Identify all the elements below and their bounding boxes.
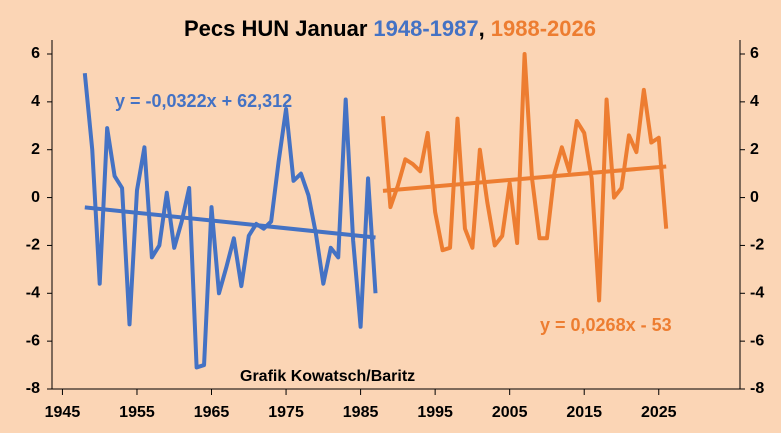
x-tick-label: 2005 bbox=[492, 404, 528, 421]
y2-tick-label: 6 bbox=[750, 45, 759, 62]
data-line bbox=[82, 72, 378, 370]
y2-tick-label: -6 bbox=[750, 332, 764, 349]
title-part: 1948-1987 bbox=[373, 16, 478, 41]
y2-tick-label: 4 bbox=[750, 93, 759, 110]
x-tick-label: 1975 bbox=[268, 404, 304, 421]
y-tick-label: 4 bbox=[31, 93, 40, 110]
y2-tick-label: 2 bbox=[750, 141, 759, 158]
annotation: Grafik Kowatsch/Baritz bbox=[240, 368, 415, 385]
title-part: 1988-2026 bbox=[491, 16, 596, 41]
x-tick-label: 1985 bbox=[343, 404, 379, 421]
x-tick-label: 1945 bbox=[45, 404, 81, 421]
y2-tick-label: -8 bbox=[750, 380, 764, 397]
title-separator: , bbox=[479, 16, 485, 41]
trend-line bbox=[84, 205, 376, 240]
y2-tick-label: -4 bbox=[750, 285, 764, 302]
y-tick-label: -2 bbox=[26, 237, 40, 254]
chart-title: Pecs HUN Januar 1948-1987, 1988-2026 bbox=[184, 16, 596, 41]
trend-label: y = -0,0322x + 62,312 bbox=[115, 91, 292, 111]
trend-line bbox=[382, 164, 667, 193]
y-tick-label: 0 bbox=[31, 189, 40, 206]
x-tick-label: 1955 bbox=[119, 404, 155, 421]
title-main: Pecs HUN Januar bbox=[184, 16, 368, 41]
trend-label: y = 0,0268x - 53 bbox=[540, 315, 672, 335]
y-tick-label: 6 bbox=[31, 45, 40, 62]
data-line bbox=[380, 52, 669, 303]
y2-tick-label: -2 bbox=[750, 237, 764, 254]
y-tick-label: -6 bbox=[26, 332, 40, 349]
x-tick-label: 2025 bbox=[641, 404, 677, 421]
x-tick-label: 1965 bbox=[194, 404, 230, 421]
x-tick-label: 1995 bbox=[417, 404, 453, 421]
y-tick-label: 2 bbox=[31, 141, 40, 158]
y2-tick-label: 0 bbox=[750, 189, 759, 206]
y-tick-label: -8 bbox=[26, 380, 40, 397]
y-tick-label: -4 bbox=[26, 285, 40, 302]
x-tick-label: 2015 bbox=[566, 404, 602, 421]
